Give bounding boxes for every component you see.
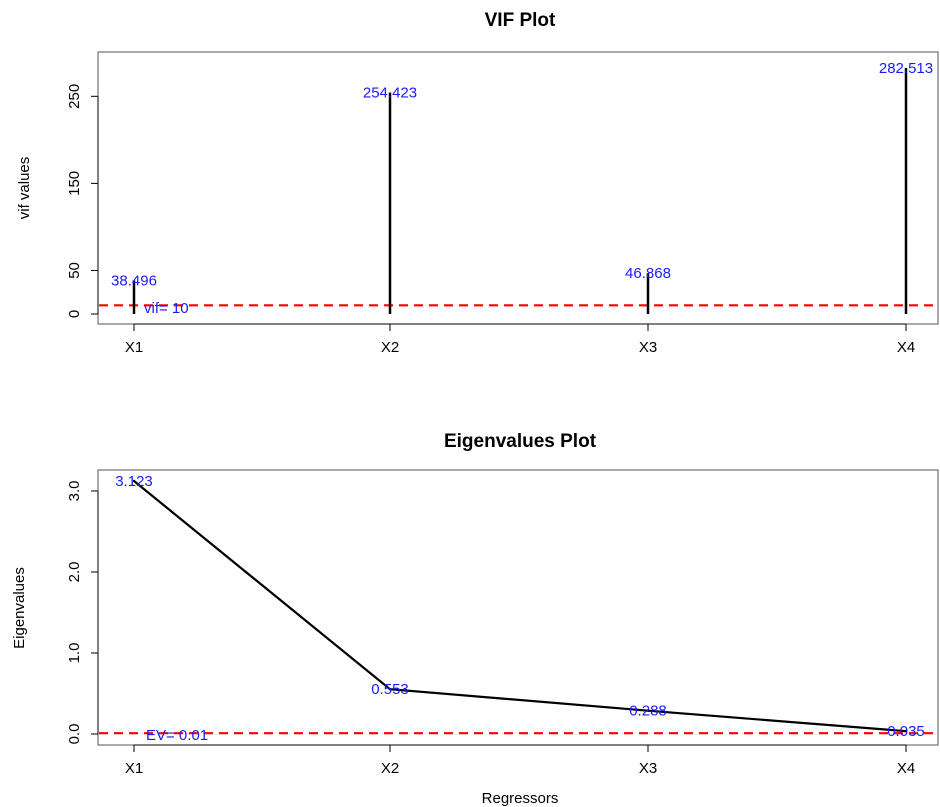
vif-marks: vif= 10 38.496 254.423 46.868 282.513	[99, 60, 937, 317]
vif-y-tick-label: 50	[66, 262, 83, 279]
eigenvalues-data-label: 0.553	[371, 681, 409, 698]
vif-plot-frame	[97, 51, 939, 325]
eigenvalues-data-label: 0.288	[629, 703, 667, 720]
eigenvalues-plot-title: Eigenvalues Plot	[444, 431, 597, 452]
eigenvalues-panel: Eigenvalues Plot Eigenvalues Regressors …	[11, 431, 939, 807]
eigenvalues-y-tick-label: 3.0	[66, 481, 83, 502]
vif-panel: VIF Plot vif values 0 50 150 250 X1 X2 X3 X4 v…	[16, 10, 939, 356]
eigenvalues-y-axis: 0.0 1.0 2.0 3.0	[66, 481, 99, 745]
vif-data-label: 46.868	[625, 265, 671, 282]
eigenvalues-x-axis: X1 X2 X3 X4	[125, 744, 915, 777]
vif-x-tick-label: X4	[897, 339, 915, 356]
eigenvalues-x-tick-label: X4	[897, 760, 915, 777]
vif-y-tick-label: 0	[66, 310, 83, 318]
vif-y-tick-label: 250	[66, 84, 83, 109]
vif-y-axis: 0 50 150 250	[66, 84, 99, 318]
eigenvalues-data-label: 3.123	[115, 473, 153, 490]
eigenvalues-data-label: 0.035	[887, 723, 925, 740]
eigenvalues-y-tick-label: 2.0	[66, 562, 83, 583]
eigenvalues-x-axis-label: Regressors	[482, 790, 559, 807]
eigenvalues-point-x2	[388, 688, 392, 691]
vif-y-axis-label: vif values	[16, 157, 33, 220]
vif-data-label: 38.496	[111, 272, 157, 289]
eigenvalues-y-axis-label: Eigenvalues	[11, 567, 28, 649]
vif-x-axis: X1 X2 X3 X4	[125, 323, 915, 356]
vif-data-label: 254.423	[363, 84, 417, 101]
vif-reference-label: vif= 10	[144, 300, 189, 317]
vif-y-tick-label: 150	[66, 171, 83, 196]
vif-plot-title: VIF Plot	[485, 10, 556, 31]
vif-data-label: 282.513	[879, 60, 933, 77]
eigenvalues-y-tick-label: 0.0	[66, 724, 83, 745]
eigenvalues-x-tick-label: X3	[639, 760, 657, 777]
eigenvalues-reference-label: EV= 0.01	[146, 727, 208, 744]
eigenvalues-plot-frame	[97, 469, 939, 746]
vif-x-tick-label: X1	[125, 339, 143, 356]
eigenvalues-marks: EV= 0.01 3.123 0.553 0.288 0.035	[99, 473, 937, 744]
eigenvalues-point-x1	[132, 479, 136, 483]
vif-x-tick-label: X3	[639, 339, 657, 356]
eigenvalues-x-tick-label: X1	[125, 760, 143, 777]
eigenvalues-series-line	[133, 480, 907, 733]
eigenvalues-point-x4	[904, 729, 908, 733]
eigenvalues-y-tick-label: 1.0	[66, 643, 83, 664]
vif-x-tick-label: X2	[381, 339, 399, 356]
eigenvalues-x-tick-label: X2	[381, 760, 399, 777]
eigenvalues-point-x3	[646, 709, 650, 712]
